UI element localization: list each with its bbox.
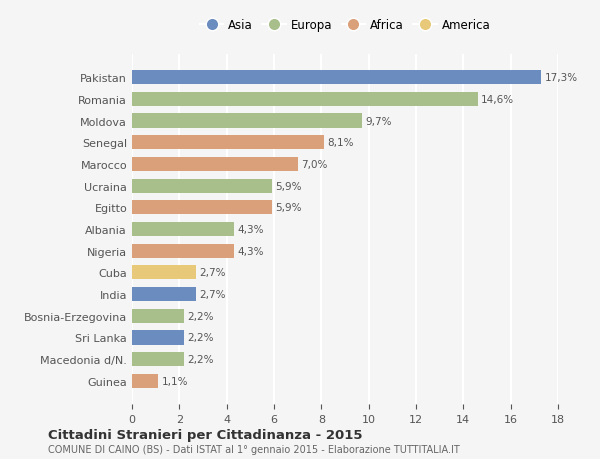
Bar (132, 266, 196, 280)
Bar (132, 157, 298, 172)
Bar (132, 309, 184, 323)
Text: 2,2%: 2,2% (188, 311, 214, 321)
Text: 2,2%: 2,2% (188, 333, 214, 343)
Text: COMUNE DI CAINO (BS) - Dati ISTAT al 1° gennaio 2015 - Elaborazione TUTTITALIA.I: COMUNE DI CAINO (BS) - Dati ISTAT al 1° … (48, 444, 460, 454)
Text: 2,7%: 2,7% (199, 290, 226, 299)
Text: 5,9%: 5,9% (275, 203, 302, 213)
Text: 5,9%: 5,9% (275, 181, 302, 191)
Bar (132, 353, 184, 366)
Text: 14,6%: 14,6% (481, 95, 514, 105)
Bar (132, 223, 234, 236)
Bar (132, 114, 362, 129)
Bar (132, 287, 196, 302)
Text: 9,7%: 9,7% (365, 116, 392, 126)
Text: Cittadini Stranieri per Cittadinanza - 2015: Cittadini Stranieri per Cittadinanza - 2… (48, 428, 362, 442)
Text: 4,3%: 4,3% (238, 224, 264, 235)
Legend: Asia, Europa, Africa, America: Asia, Europa, Africa, America (196, 16, 494, 36)
Text: 2,7%: 2,7% (199, 268, 226, 278)
Bar (132, 136, 323, 150)
Text: 4,3%: 4,3% (238, 246, 264, 256)
Text: 8,1%: 8,1% (327, 138, 354, 148)
Bar (132, 201, 272, 215)
Text: 1,1%: 1,1% (161, 376, 188, 386)
Bar (132, 71, 541, 85)
Text: 2,2%: 2,2% (188, 354, 214, 364)
Bar (132, 330, 184, 345)
Bar (132, 93, 478, 106)
Text: 7,0%: 7,0% (301, 160, 328, 169)
Bar (132, 374, 158, 388)
Bar (132, 179, 272, 193)
Text: 17,3%: 17,3% (545, 73, 578, 83)
Bar (132, 244, 234, 258)
